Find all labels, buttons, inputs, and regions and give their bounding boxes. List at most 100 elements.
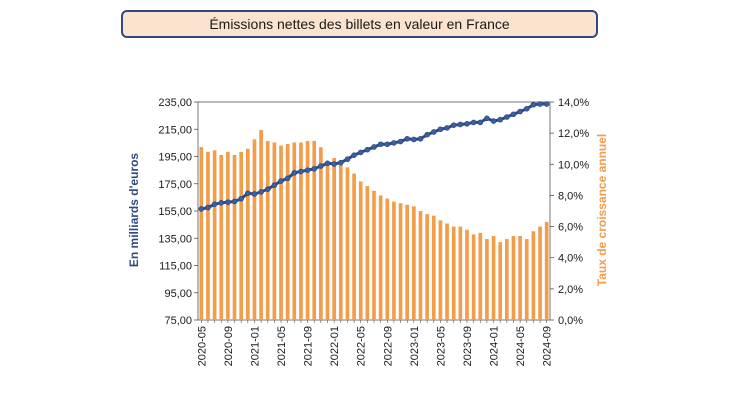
y-left-tick-label: 175,00 xyxy=(158,179,192,191)
bar xyxy=(518,235,522,320)
bar xyxy=(239,151,243,320)
bar xyxy=(199,147,204,320)
y-right-tick-label: 8,0% xyxy=(558,190,583,202)
bar xyxy=(212,150,217,320)
line-point xyxy=(444,125,450,131)
x-tick-label: 2022-01 xyxy=(329,326,341,366)
bar xyxy=(418,211,423,320)
line-point xyxy=(284,175,291,182)
line-point xyxy=(357,149,364,156)
line-point xyxy=(424,131,430,138)
bar xyxy=(319,147,323,320)
line-point xyxy=(298,168,304,175)
bar xyxy=(505,239,509,320)
bar xyxy=(252,139,257,320)
bar xyxy=(544,221,549,320)
line-point xyxy=(304,167,311,173)
x-tick-label: 2022-09 xyxy=(382,326,394,366)
line-point xyxy=(371,144,377,150)
line-point xyxy=(351,152,357,158)
y-left-tick-label: 75,00 xyxy=(164,315,192,327)
y-axis-left-title: En milliards d'euros xyxy=(127,153,141,268)
line-point xyxy=(450,122,457,128)
bar xyxy=(524,239,529,320)
bar xyxy=(338,164,343,320)
bar xyxy=(412,206,416,320)
bar xyxy=(279,145,283,320)
line-point xyxy=(437,126,444,133)
line-point xyxy=(245,190,251,197)
bar xyxy=(358,181,363,320)
line-point xyxy=(504,114,510,120)
line-point xyxy=(337,159,344,166)
x-tick-label: 2023-09 xyxy=(462,326,474,366)
line-point xyxy=(523,106,530,112)
line-point xyxy=(238,195,244,202)
bar xyxy=(471,234,476,320)
line-point xyxy=(543,101,550,107)
line-point xyxy=(497,116,503,123)
line-point xyxy=(510,111,517,118)
bar xyxy=(445,223,449,320)
bar xyxy=(312,140,317,320)
line-point xyxy=(211,201,218,207)
bar xyxy=(272,142,277,320)
line-point xyxy=(397,138,404,145)
x-tick-label: 2021-05 xyxy=(276,326,288,366)
y-axis-right-title: Taux de croissance annuel xyxy=(595,134,609,287)
bar xyxy=(232,154,237,320)
line-point xyxy=(311,165,318,172)
y-left-tick-label: 195,00 xyxy=(158,152,192,164)
y-left-tick-label: 135,00 xyxy=(158,233,192,245)
line-point xyxy=(477,119,484,126)
line-point xyxy=(225,199,231,205)
bar xyxy=(385,198,390,320)
y-left-tick-label: 95,00 xyxy=(164,288,192,300)
bar xyxy=(531,231,536,320)
bar xyxy=(458,226,463,320)
line-point xyxy=(344,156,351,163)
line-point xyxy=(464,121,470,127)
bar xyxy=(378,195,383,320)
line-point xyxy=(404,135,411,142)
bar xyxy=(365,186,370,320)
y-left-tick-label: 155,00 xyxy=(158,206,192,218)
bar xyxy=(538,226,542,320)
bar xyxy=(292,142,297,320)
line-point xyxy=(384,141,391,148)
bar xyxy=(398,203,403,320)
bar xyxy=(451,226,456,320)
line-point xyxy=(490,118,497,124)
line-point xyxy=(484,115,490,122)
x-tick-label: 2024-09 xyxy=(542,326,554,366)
line-point xyxy=(258,189,264,195)
y-right-tick-label: 4,0% xyxy=(558,253,583,265)
x-tick-label: 2023-05 xyxy=(435,326,447,366)
x-tick-label: 2020-09 xyxy=(223,326,235,366)
bar xyxy=(465,229,469,320)
line-point xyxy=(517,108,523,115)
bar xyxy=(325,162,330,320)
x-tick-label: 2022-05 xyxy=(356,326,368,366)
line-point xyxy=(264,186,271,193)
line-point xyxy=(331,161,337,167)
bar xyxy=(405,204,410,320)
y-right-tick-label: 2,0% xyxy=(558,284,583,296)
line-point xyxy=(537,101,543,107)
line-point xyxy=(218,200,225,206)
y-right-tick-label: 0,0% xyxy=(558,315,583,327)
x-tick-label: 2020-05 xyxy=(196,326,208,366)
line-point xyxy=(470,119,477,126)
line-point xyxy=(411,136,417,143)
x-tick-label: 2021-09 xyxy=(303,326,315,366)
bar xyxy=(285,144,290,320)
bar xyxy=(511,235,516,320)
y-left-tick-label: 235,00 xyxy=(158,97,192,109)
line-point xyxy=(291,170,298,176)
bar xyxy=(245,148,250,320)
bar xyxy=(265,140,270,320)
bar xyxy=(226,151,230,320)
line-point xyxy=(324,160,331,167)
bar xyxy=(425,214,429,320)
y-right-tick-label: 10,0% xyxy=(558,159,589,171)
